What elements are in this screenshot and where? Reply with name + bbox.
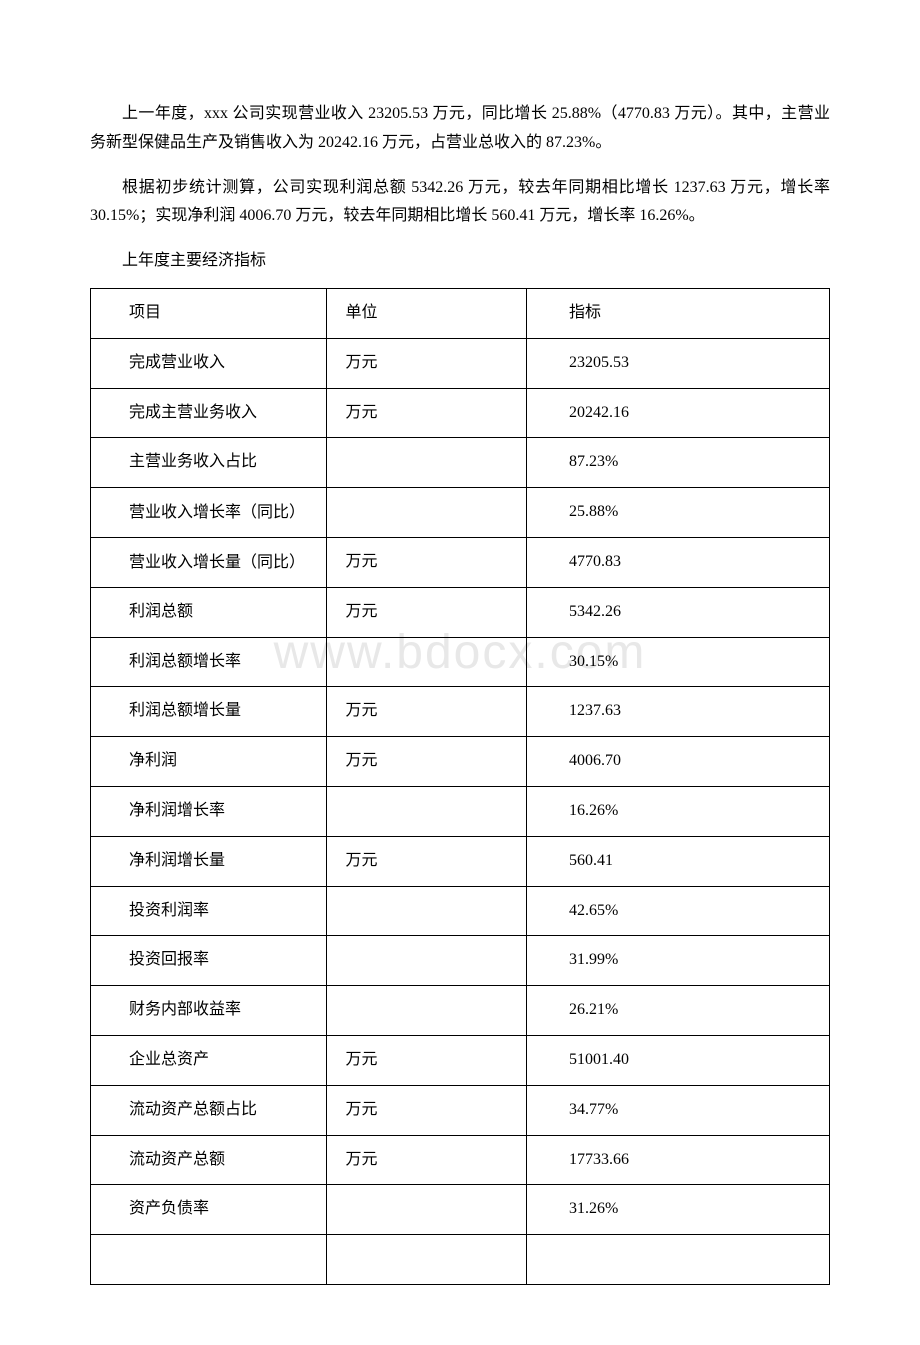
cell-value: 560.41 xyxy=(526,836,829,886)
table-row: 主营业务收入占比 87.23% xyxy=(91,438,830,488)
table-row: 营业收入增长率（同比） 25.88% xyxy=(91,488,830,538)
cell-item: 完成主营业务收入 xyxy=(91,388,327,438)
cell-item: 企业总资产 xyxy=(91,1035,327,1085)
table-row: 资产负债率 31.26% xyxy=(91,1185,830,1235)
header-item: 项目 xyxy=(91,288,327,338)
cell-unit: 万元 xyxy=(327,1135,527,1185)
cell-value: 31.99% xyxy=(526,936,829,986)
cell-unit xyxy=(327,637,527,687)
cell-unit: 万元 xyxy=(327,587,527,637)
table-row: 流动资产总额占比 万元 34.77% xyxy=(91,1085,830,1135)
cell-item: 投资利润率 xyxy=(91,886,327,936)
cell-item: 完成营业收入 xyxy=(91,338,327,388)
cell-item: 流动资产总额占比 xyxy=(91,1085,327,1135)
table-row: 投资回报率 31.99% xyxy=(91,936,830,986)
table-row: 利润总额 万元 5342.26 xyxy=(91,587,830,637)
cell-value: 34.77% xyxy=(526,1085,829,1135)
section-title: 上年度主要经济指标 xyxy=(90,247,830,276)
cell-item: 资产负债率 xyxy=(91,1185,327,1235)
cell-unit: 万元 xyxy=(327,836,527,886)
table-row: 企业总资产 万元 51001.40 xyxy=(91,1035,830,1085)
header-value: 指标 xyxy=(526,288,829,338)
cell-item xyxy=(91,1235,327,1285)
table-row: 净利润 万元 4006.70 xyxy=(91,737,830,787)
cell-unit: 万元 xyxy=(327,338,527,388)
cell-value: 51001.40 xyxy=(526,1035,829,1085)
table-row xyxy=(91,1235,830,1285)
cell-unit: 万元 xyxy=(327,687,527,737)
cell-item: 利润总额 xyxy=(91,587,327,637)
cell-value: 17733.66 xyxy=(526,1135,829,1185)
table-row: 净利润增长量 万元 560.41 xyxy=(91,836,830,886)
cell-item: 流动资产总额 xyxy=(91,1135,327,1185)
cell-value: 20242.16 xyxy=(526,388,829,438)
cell-item: 净利润增长量 xyxy=(91,836,327,886)
cell-unit xyxy=(327,488,527,538)
paragraph-2: 根据初步统计测算，公司实现利润总额 5342.26 万元，较去年同期相比增长 1… xyxy=(90,174,830,232)
cell-value: 5342.26 xyxy=(526,587,829,637)
cell-value: 16.26% xyxy=(526,786,829,836)
table-row: 利润总额增长率 30.15% xyxy=(91,637,830,687)
cell-value: 4770.83 xyxy=(526,537,829,587)
cell-unit xyxy=(327,936,527,986)
cell-item: 财务内部收益率 xyxy=(91,986,327,1036)
cell-item: 净利润增长率 xyxy=(91,786,327,836)
cell-unit xyxy=(327,886,527,936)
cell-unit xyxy=(327,1185,527,1235)
cell-unit: 万元 xyxy=(327,537,527,587)
cell-value: 1237.63 xyxy=(526,687,829,737)
cell-value: 42.65% xyxy=(526,886,829,936)
cell-item: 营业收入增长量（同比） xyxy=(91,537,327,587)
table-row: 完成营业收入 万元 23205.53 xyxy=(91,338,830,388)
table-row: 利润总额增长量 万元 1237.63 xyxy=(91,687,830,737)
table-row: 财务内部收益率 26.21% xyxy=(91,986,830,1036)
cell-unit xyxy=(327,786,527,836)
cell-unit: 万元 xyxy=(327,1035,527,1085)
header-unit: 单位 xyxy=(327,288,527,338)
table-header-row: 项目 单位 指标 xyxy=(91,288,830,338)
cell-unit: 万元 xyxy=(327,737,527,787)
table-row: 营业收入增长量（同比） 万元 4770.83 xyxy=(91,537,830,587)
cell-value: 23205.53 xyxy=(526,338,829,388)
cell-value: 26.21% xyxy=(526,986,829,1036)
cell-unit: 万元 xyxy=(327,388,527,438)
cell-item: 利润总额增长量 xyxy=(91,687,327,737)
economic-indicators-table: 项目 单位 指标 完成营业收入 万元 23205.53 完成主营业务收入 万元 … xyxy=(90,288,830,1285)
table-row: 完成主营业务收入 万元 20242.16 xyxy=(91,388,830,438)
cell-value xyxy=(526,1235,829,1285)
cell-value: 4006.70 xyxy=(526,737,829,787)
table-row: 投资利润率 42.65% xyxy=(91,886,830,936)
table-row: 净利润增长率 16.26% xyxy=(91,786,830,836)
cell-unit xyxy=(327,438,527,488)
cell-item: 主营业务收入占比 xyxy=(91,438,327,488)
cell-unit xyxy=(327,986,527,1036)
cell-value: 30.15% xyxy=(526,637,829,687)
table-row: 流动资产总额 万元 17733.66 xyxy=(91,1135,830,1185)
cell-item: 营业收入增长率（同比） xyxy=(91,488,327,538)
cell-item: 投资回报率 xyxy=(91,936,327,986)
cell-unit: 万元 xyxy=(327,1085,527,1135)
cell-unit xyxy=(327,1235,527,1285)
cell-item: 利润总额增长率 xyxy=(91,637,327,687)
cell-item: 净利润 xyxy=(91,737,327,787)
cell-value: 31.26% xyxy=(526,1185,829,1235)
cell-value: 25.88% xyxy=(526,488,829,538)
paragraph-1: 上一年度，xxx 公司实现营业收入 23205.53 万元，同比增长 25.88… xyxy=(90,100,830,158)
cell-value: 87.23% xyxy=(526,438,829,488)
